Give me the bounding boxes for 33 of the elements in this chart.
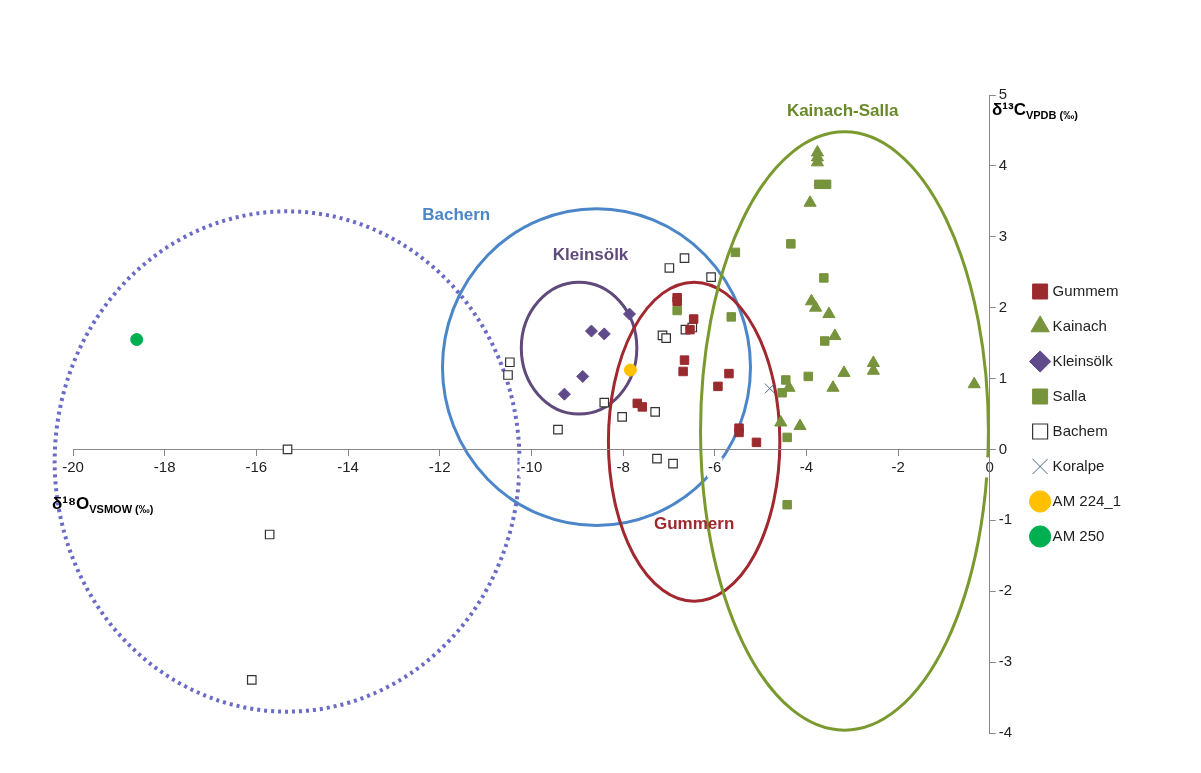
y-tick-label: 4 — [998, 156, 1008, 174]
legend-label: AM 250 — [1052, 526, 1105, 544]
annotation: Kainach-Salla — [786, 100, 899, 120]
legend-label: Kleinsölk — [1052, 351, 1114, 369]
x-tick-label: -2 — [891, 457, 905, 475]
x-tick-label: -10 — [520, 457, 543, 475]
legend-label: Salla — [1052, 386, 1087, 404]
legend-label: Gummem — [1052, 281, 1119, 299]
y-tick-label: 5 — [998, 85, 1008, 103]
x-axis-title: δ¹⁸O$_{VSMOW (‰)}$ — [52, 494, 154, 516]
legend-label: Bachem — [1052, 421, 1108, 439]
y-tick-label: 1 — [998, 368, 1008, 386]
x-tick-label: -12 — [428, 457, 451, 475]
x-tick-label: -4 — [799, 457, 814, 475]
legend-label: Koralpe — [1052, 456, 1105, 474]
x-tick-label: -20 — [62, 457, 84, 475]
x-tick-label: -18 — [153, 457, 176, 475]
legend-label: AM 224_1 — [1052, 491, 1122, 509]
y-tick-label: -3 — [998, 652, 1013, 670]
x-tick-label: -6 — [708, 457, 722, 475]
y-tick-label: 0 — [998, 439, 1008, 457]
y-tick-label: 2 — [998, 297, 1008, 315]
y-tick-label: 3 — [998, 226, 1008, 244]
y-tick-label: -2 — [998, 581, 1013, 599]
annotation: Bachern — [422, 205, 491, 225]
y-tick-label: -4 — [998, 723, 1013, 741]
annotation: Kleinsölk — [552, 244, 629, 264]
x-tick-label: -8 — [616, 457, 630, 475]
legend-label: Kainach — [1052, 316, 1107, 334]
x-tick-label: -16 — [245, 457, 268, 475]
x-tick-label: -14 — [337, 457, 359, 475]
y-tick-label: -1 — [998, 510, 1013, 528]
y-axis-title: δ¹³C$_{VPDB (‰)}$ — [992, 100, 1078, 122]
